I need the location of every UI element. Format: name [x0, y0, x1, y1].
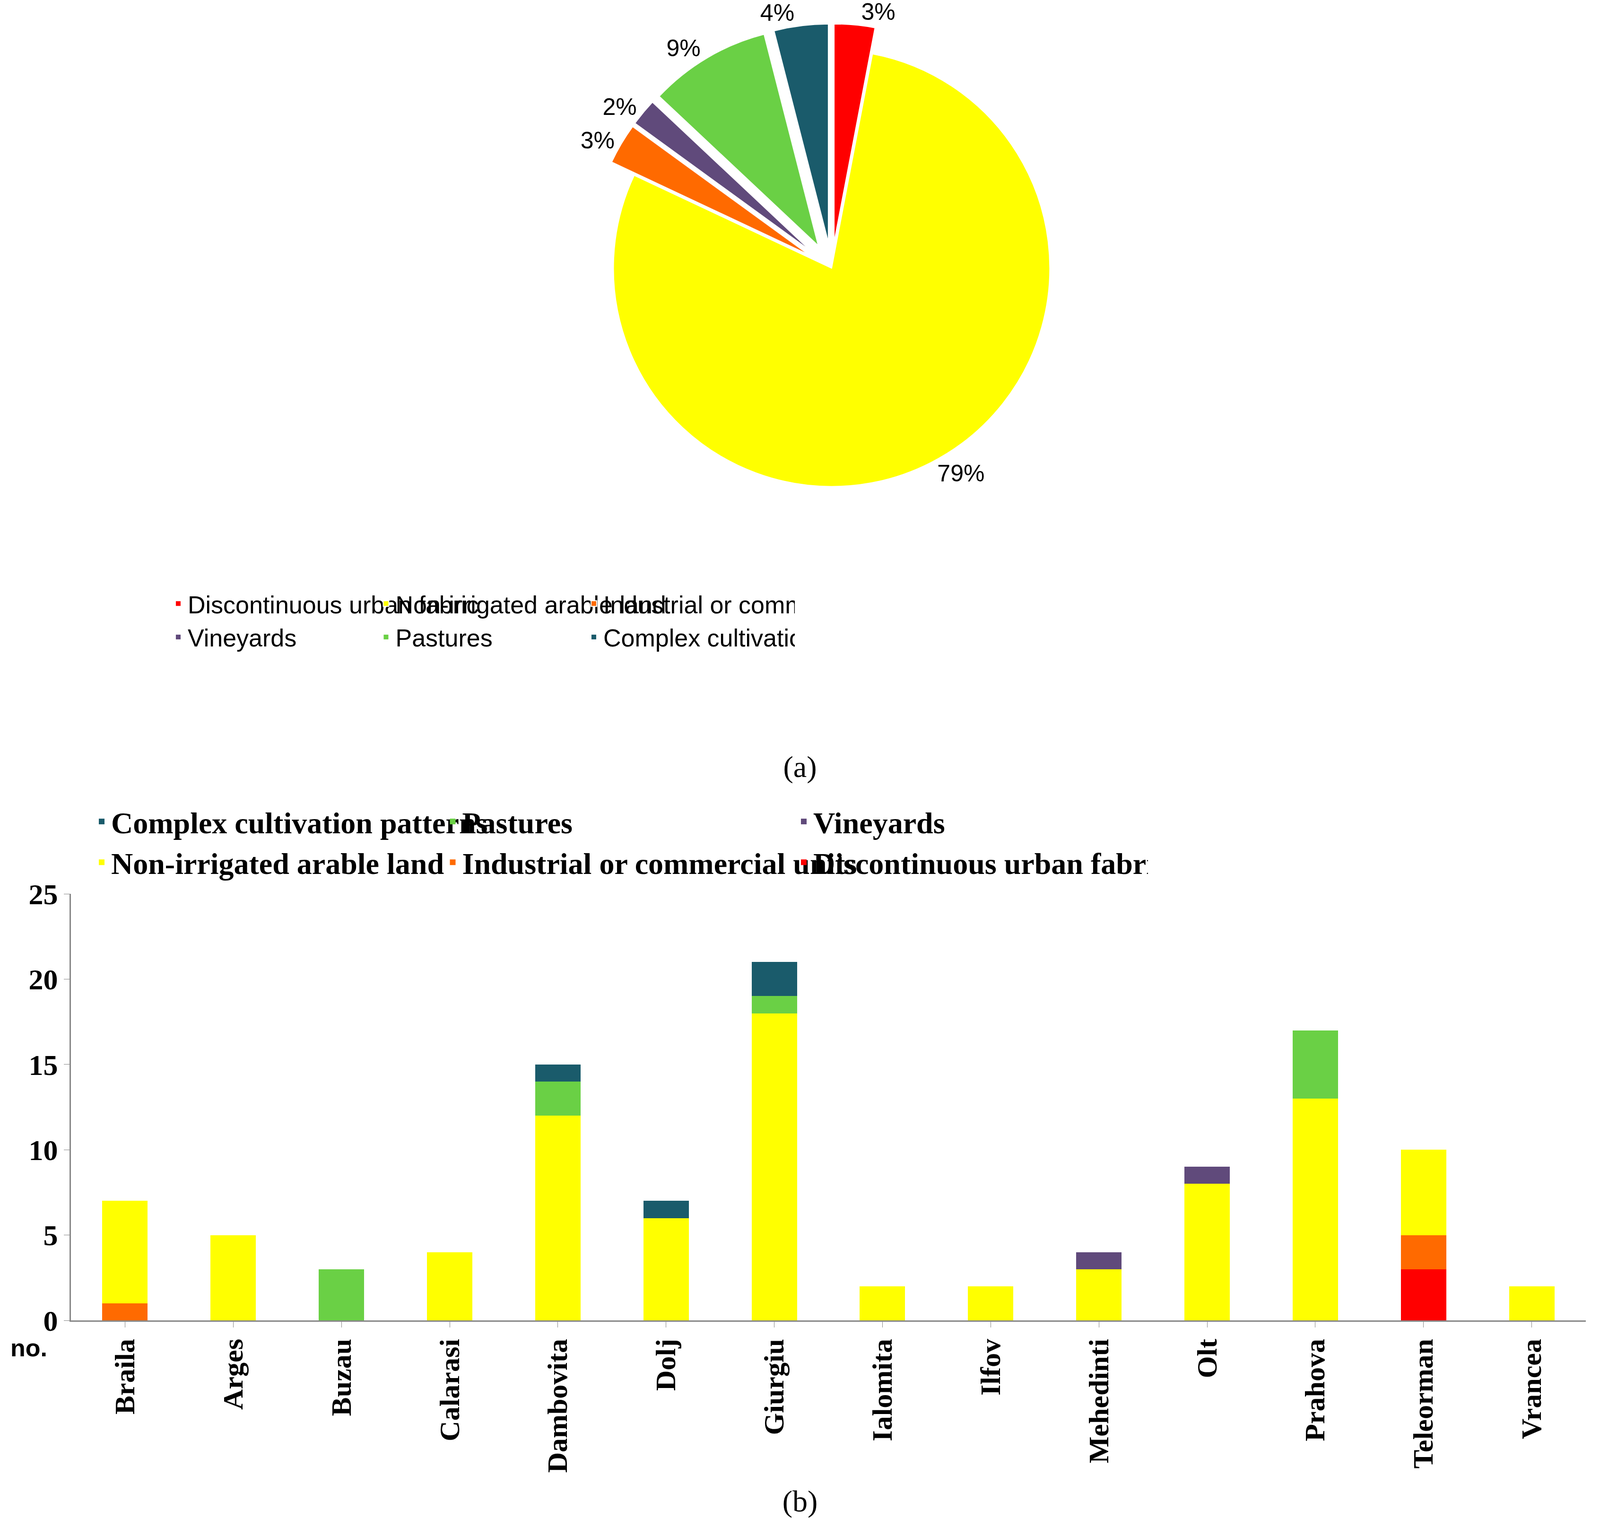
svg-text:Ialomita: Ialomita: [866, 1338, 898, 1442]
svg-text:Non-irrigated arable land: Non-irrigated arable land: [395, 590, 667, 619]
svg-text:Vineyards: Vineyards: [813, 806, 946, 840]
svg-text:Giurgiu: Giurgiu: [758, 1338, 790, 1435]
svg-text:Pastures: Pastures: [395, 624, 493, 652]
svg-text:Mehedinti: Mehedinti: [1083, 1338, 1115, 1463]
svg-text:79%: 79%: [937, 460, 985, 487]
svg-text:Discontinuous urban fabric: Discontinuous urban fabric: [813, 846, 1148, 881]
svg-text:Non-irrigated arable land: Non-irrigated arable land: [111, 846, 444, 881]
svg-text:Braila: Braila: [109, 1338, 141, 1415]
svg-text:Dambovita: Dambovita: [541, 1338, 574, 1473]
svg-text:Buzau: Buzau: [325, 1338, 357, 1416]
svg-text:Teleorman: Teleorman: [1407, 1338, 1439, 1469]
svg-text:Complex cultivation patterns: Complex cultivation patterns: [111, 806, 488, 840]
svg-text:Ilfov: Ilfov: [974, 1338, 1007, 1396]
svg-text:Vineyards: Vineyards: [187, 624, 297, 652]
svg-text:2%: 2%: [602, 93, 637, 121]
svg-text:Arges: Arges: [217, 1338, 249, 1410]
svg-text:3%: 3%: [580, 127, 615, 154]
svg-text:20: 20: [28, 963, 59, 996]
svg-text:Industrial or commercial units: Industrial or commercial units: [603, 591, 795, 619]
svg-text:Complex cultivation patterns: Complex cultivation patterns: [603, 624, 795, 652]
svg-text:4%: 4%: [760, 0, 795, 27]
svg-text:(b): (b): [782, 1484, 818, 1518]
svg-text:Vrancea: Vrancea: [1515, 1338, 1548, 1439]
svg-text:Calarasi: Calarasi: [434, 1338, 466, 1442]
svg-text:25: 25: [28, 878, 59, 911]
svg-text:3%: 3%: [861, 0, 896, 26]
svg-text:Olt: Olt: [1191, 1338, 1223, 1378]
svg-text:no.: no.: [10, 1333, 48, 1362]
svg-text:9%: 9%: [666, 34, 701, 62]
svg-text:(a): (a): [782, 749, 817, 784]
svg-text:Pastures: Pastures: [462, 806, 573, 840]
svg-text:Prahova: Prahova: [1299, 1338, 1331, 1442]
svg-text:Discontinuous urban fabric: Discontinuous urban fabric: [187, 590, 479, 619]
svg-text:10: 10: [28, 1133, 59, 1166]
svg-text:Dolj: Dolj: [650, 1338, 682, 1391]
svg-text:0: 0: [43, 1304, 59, 1337]
svg-text:Industrial or commercial units: Industrial or commercial units: [462, 846, 858, 881]
svg-text:15: 15: [28, 1048, 59, 1081]
svg-text:5: 5: [43, 1218, 59, 1252]
